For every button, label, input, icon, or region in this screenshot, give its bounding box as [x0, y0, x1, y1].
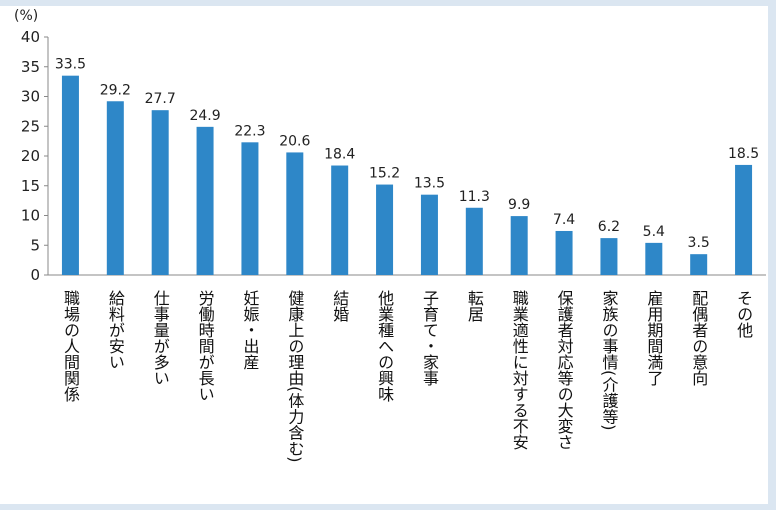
bar: [196, 126, 214, 275]
data-label: 7.4: [553, 212, 575, 228]
data-label: 24.9: [189, 108, 220, 124]
data-label: 29.2: [100, 82, 131, 98]
y-tick-label: 30: [21, 88, 40, 106]
category-label: 職業適性に対する不安: [510, 290, 529, 450]
y-tick-label: 10: [21, 207, 40, 225]
bar: [735, 164, 753, 275]
data-label: 3.5: [688, 235, 710, 251]
category-label: 妊娠・出産: [240, 290, 259, 370]
bar: [331, 165, 349, 275]
data-label: 18.4: [324, 147, 355, 163]
bar: [690, 254, 708, 275]
category-label: 健康上の理由(体力含む): [285, 290, 304, 462]
y-tick-label: 15: [21, 177, 40, 195]
category-label: その他: [734, 290, 753, 339]
bar: [286, 152, 304, 275]
category-label: 仕事量が多い: [151, 290, 170, 386]
y-tick-labels: 0 5 10 15 20 25 30 35 40: [21, 28, 40, 284]
category-label: 転居: [465, 290, 484, 322]
y-tick-label: 5: [30, 236, 40, 254]
category-label: 保護者対応等の大変さ: [555, 290, 574, 450]
category-label: 職場の人間関係: [61, 290, 80, 403]
data-label: 18.5: [728, 146, 759, 162]
data-label: 6.2: [598, 219, 620, 235]
data-label: 5.4: [643, 224, 665, 240]
bar: [151, 110, 169, 275]
category-labels: 職場の人間関係 給料が安い 仕事量が多い 労働時間が長い 妊娠・出産 健康上の理由(体力含…: [61, 290, 753, 462]
bars: [61, 75, 753, 275]
category-label: 給料が安い: [106, 290, 125, 370]
y-tick-label: 35: [21, 58, 40, 76]
data-label: 15.2: [369, 166, 400, 182]
data-label: 20.6: [279, 133, 310, 149]
y-tick-label: 20: [21, 147, 40, 165]
y-tick-label: 40: [21, 28, 40, 46]
bar: [600, 238, 618, 275]
bar: [376, 184, 394, 275]
bar: [555, 230, 573, 275]
bar: [241, 142, 259, 275]
data-label: 9.9: [508, 197, 530, 213]
bar: [420, 194, 438, 275]
category-label: 結婚: [330, 290, 349, 322]
y-tick-label: 0: [30, 266, 40, 284]
y-tick-label: 25: [21, 117, 40, 135]
value-labels: 33.5 29.2 27.7 24.9 22.3 20.6 18.4 15.2 13.5 11.3…: [55, 57, 759, 252]
data-label: 22.3: [234, 123, 265, 139]
data-label: 11.3: [459, 189, 490, 205]
data-label: 33.5: [55, 57, 86, 73]
bar: [61, 75, 79, 275]
data-label: 27.7: [145, 91, 176, 107]
category-label: 他業種への興味: [375, 290, 394, 402]
category-label: 雇用期間満了: [644, 290, 663, 386]
category-label: 労働時間が長い: [196, 290, 215, 402]
bar: [645, 242, 663, 275]
data-label: 13.5: [414, 176, 445, 192]
bar: [510, 216, 528, 275]
bar: [465, 207, 483, 275]
category-label: 家族の事情(介護等): [599, 290, 618, 430]
category-label: 子育て・家事: [420, 290, 439, 386]
y-unit-label: (%): [14, 8, 38, 24]
bar: [106, 101, 124, 275]
category-label: 配偶者の意向: [689, 290, 708, 386]
